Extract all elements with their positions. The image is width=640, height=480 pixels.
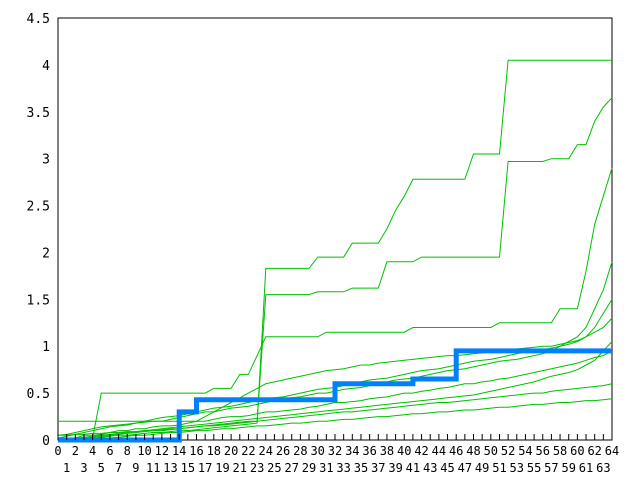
x-tick-label: 47 (458, 461, 472, 475)
x-tick-label: 44 (432, 444, 446, 458)
x-tick-label: 15 (181, 461, 195, 475)
y-tick-label: 1 (42, 340, 50, 355)
x-tick-label: 50 (484, 444, 498, 458)
x-tick-label: 3 (80, 461, 87, 475)
x-tick-label: 39 (388, 461, 402, 475)
x-tick-label: 45 (440, 461, 454, 475)
x-tick-label: 35 (354, 461, 368, 475)
x-tick-label: 16 (189, 444, 203, 458)
x-tick-label: 36 (362, 444, 376, 458)
x-tick-label: 48 (466, 444, 480, 458)
x-tick-label: 1 (63, 461, 70, 475)
series-line-4 (58, 383, 613, 441)
x-tick-label: 49 (475, 461, 489, 475)
x-tick-label: 17 (198, 461, 212, 475)
x-tick-label: 62 (587, 444, 601, 458)
x-tick-label: 43 (423, 461, 437, 475)
series-line-2 (58, 167, 613, 439)
x-tick-label: 63 (596, 461, 610, 475)
x-tick-label: 19 (215, 461, 229, 475)
x-tick-label: 24 (259, 444, 273, 458)
x-tick-label: 55 (527, 461, 541, 475)
x-tick-label: 60 (570, 444, 584, 458)
x-tick-label: 54 (518, 444, 532, 458)
x-tick-label: 12 (155, 444, 169, 458)
x-tick-label: 61 (579, 461, 593, 475)
y-tick-label: 4.5 (27, 12, 50, 27)
x-tick-label: 8 (124, 444, 131, 458)
x-tick-label: 25 (267, 461, 281, 475)
x-tick-label: 0 (54, 444, 61, 458)
series-line-8 (57, 341, 613, 441)
x-tick-label: 33 (336, 461, 350, 475)
y-tick-label: 3.5 (27, 106, 50, 121)
x-tick-label: 21 (233, 461, 247, 475)
x-tick-label: 34 (345, 444, 359, 458)
x-tick-label: 32 (328, 444, 342, 458)
x-tick-label: 14 (172, 444, 186, 458)
plot-area (57, 17, 613, 441)
x-tick-label: 10 (137, 444, 151, 458)
x-tick-label: 42 (414, 444, 428, 458)
x-tick-label: 37 (371, 461, 385, 475)
x-tick-label: 46 (449, 444, 463, 458)
x-tick-label: 27 (284, 461, 298, 475)
x-tick-label: 2 (72, 444, 79, 458)
x-tick-label: 20 (224, 444, 238, 458)
series-line-0 (58, 59, 612, 441)
x-tick-label: 56 (536, 444, 550, 458)
y-tick-label: 3 (42, 153, 50, 168)
x-tick-label: 59 (561, 461, 575, 475)
x-tick-label: 28 (293, 444, 307, 458)
y-tick-label: 0 (42, 434, 50, 449)
x-tick-label: 22 (241, 444, 255, 458)
x-tick-label: 58 (553, 444, 567, 458)
x-tick-label: 31 (319, 461, 333, 475)
x-tick-label: 38 (380, 444, 394, 458)
x-tick-label: 64 (605, 444, 619, 458)
x-tick-label: 29 (302, 461, 316, 475)
y-tick-label: 1.5 (27, 293, 50, 308)
series-line-3 (58, 350, 613, 441)
x-tick-label: 13 (163, 461, 177, 475)
x-tick-label: 6 (106, 444, 113, 458)
series-line-6 (58, 398, 613, 441)
highlight-series-line (58, 348, 612, 443)
x-tick-label: 11 (146, 461, 160, 475)
x-tick-label: 40 (397, 444, 411, 458)
x-tick-label: 18 (207, 444, 221, 458)
x-tick-label: 30 (310, 444, 324, 458)
x-tick-label: 51 (492, 461, 506, 475)
x-tick-label: 23 (250, 461, 264, 475)
x-tick-label: 5 (98, 461, 105, 475)
x-tick-label: 9 (132, 461, 139, 475)
x-tick-label: 41 (406, 461, 420, 475)
series-layer (57, 59, 613, 443)
y-tick-label: 4 (42, 59, 50, 74)
x-tick-label: 52 (501, 444, 515, 458)
y-tick-label: 0.5 (27, 387, 50, 402)
axis-layer: 00.511.522.533.544.501234567891011121314… (27, 12, 620, 475)
x-tick-label: 53 (510, 461, 524, 475)
x-tick-label: 26 (276, 444, 290, 458)
y-tick-label: 2 (42, 246, 50, 261)
y-tick-label: 2.5 (27, 200, 50, 215)
x-tick-label: 4 (89, 444, 96, 458)
x-tick-label: 7 (115, 461, 122, 475)
x-tick-label: 57 (544, 461, 558, 475)
